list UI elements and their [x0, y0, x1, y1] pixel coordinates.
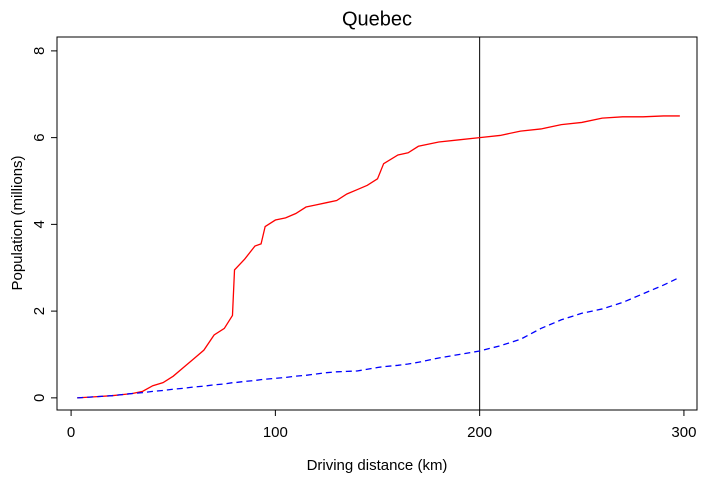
chart-title: Quebec — [342, 8, 412, 30]
x-tick-label: 100 — [263, 424, 288, 441]
x-tick-label: 0 — [67, 424, 75, 441]
data-line — [77, 115, 680, 399]
data-line — [77, 276, 681, 399]
y-tick-label: 0 — [31, 394, 48, 402]
x-tick-label: 300 — [671, 424, 696, 441]
plot-frame — [56, 36, 698, 411]
y-tick-label: 8 — [31, 47, 48, 55]
y-tick-label: 4 — [31, 220, 48, 228]
x-tick-label: 200 — [467, 424, 492, 441]
x-axis-label: Driving distance (km) — [307, 457, 448, 474]
y-axis-label: Population (millions) — [9, 155, 26, 290]
y-tick-label: 2 — [31, 307, 48, 315]
y-tick-label: 6 — [31, 133, 48, 141]
